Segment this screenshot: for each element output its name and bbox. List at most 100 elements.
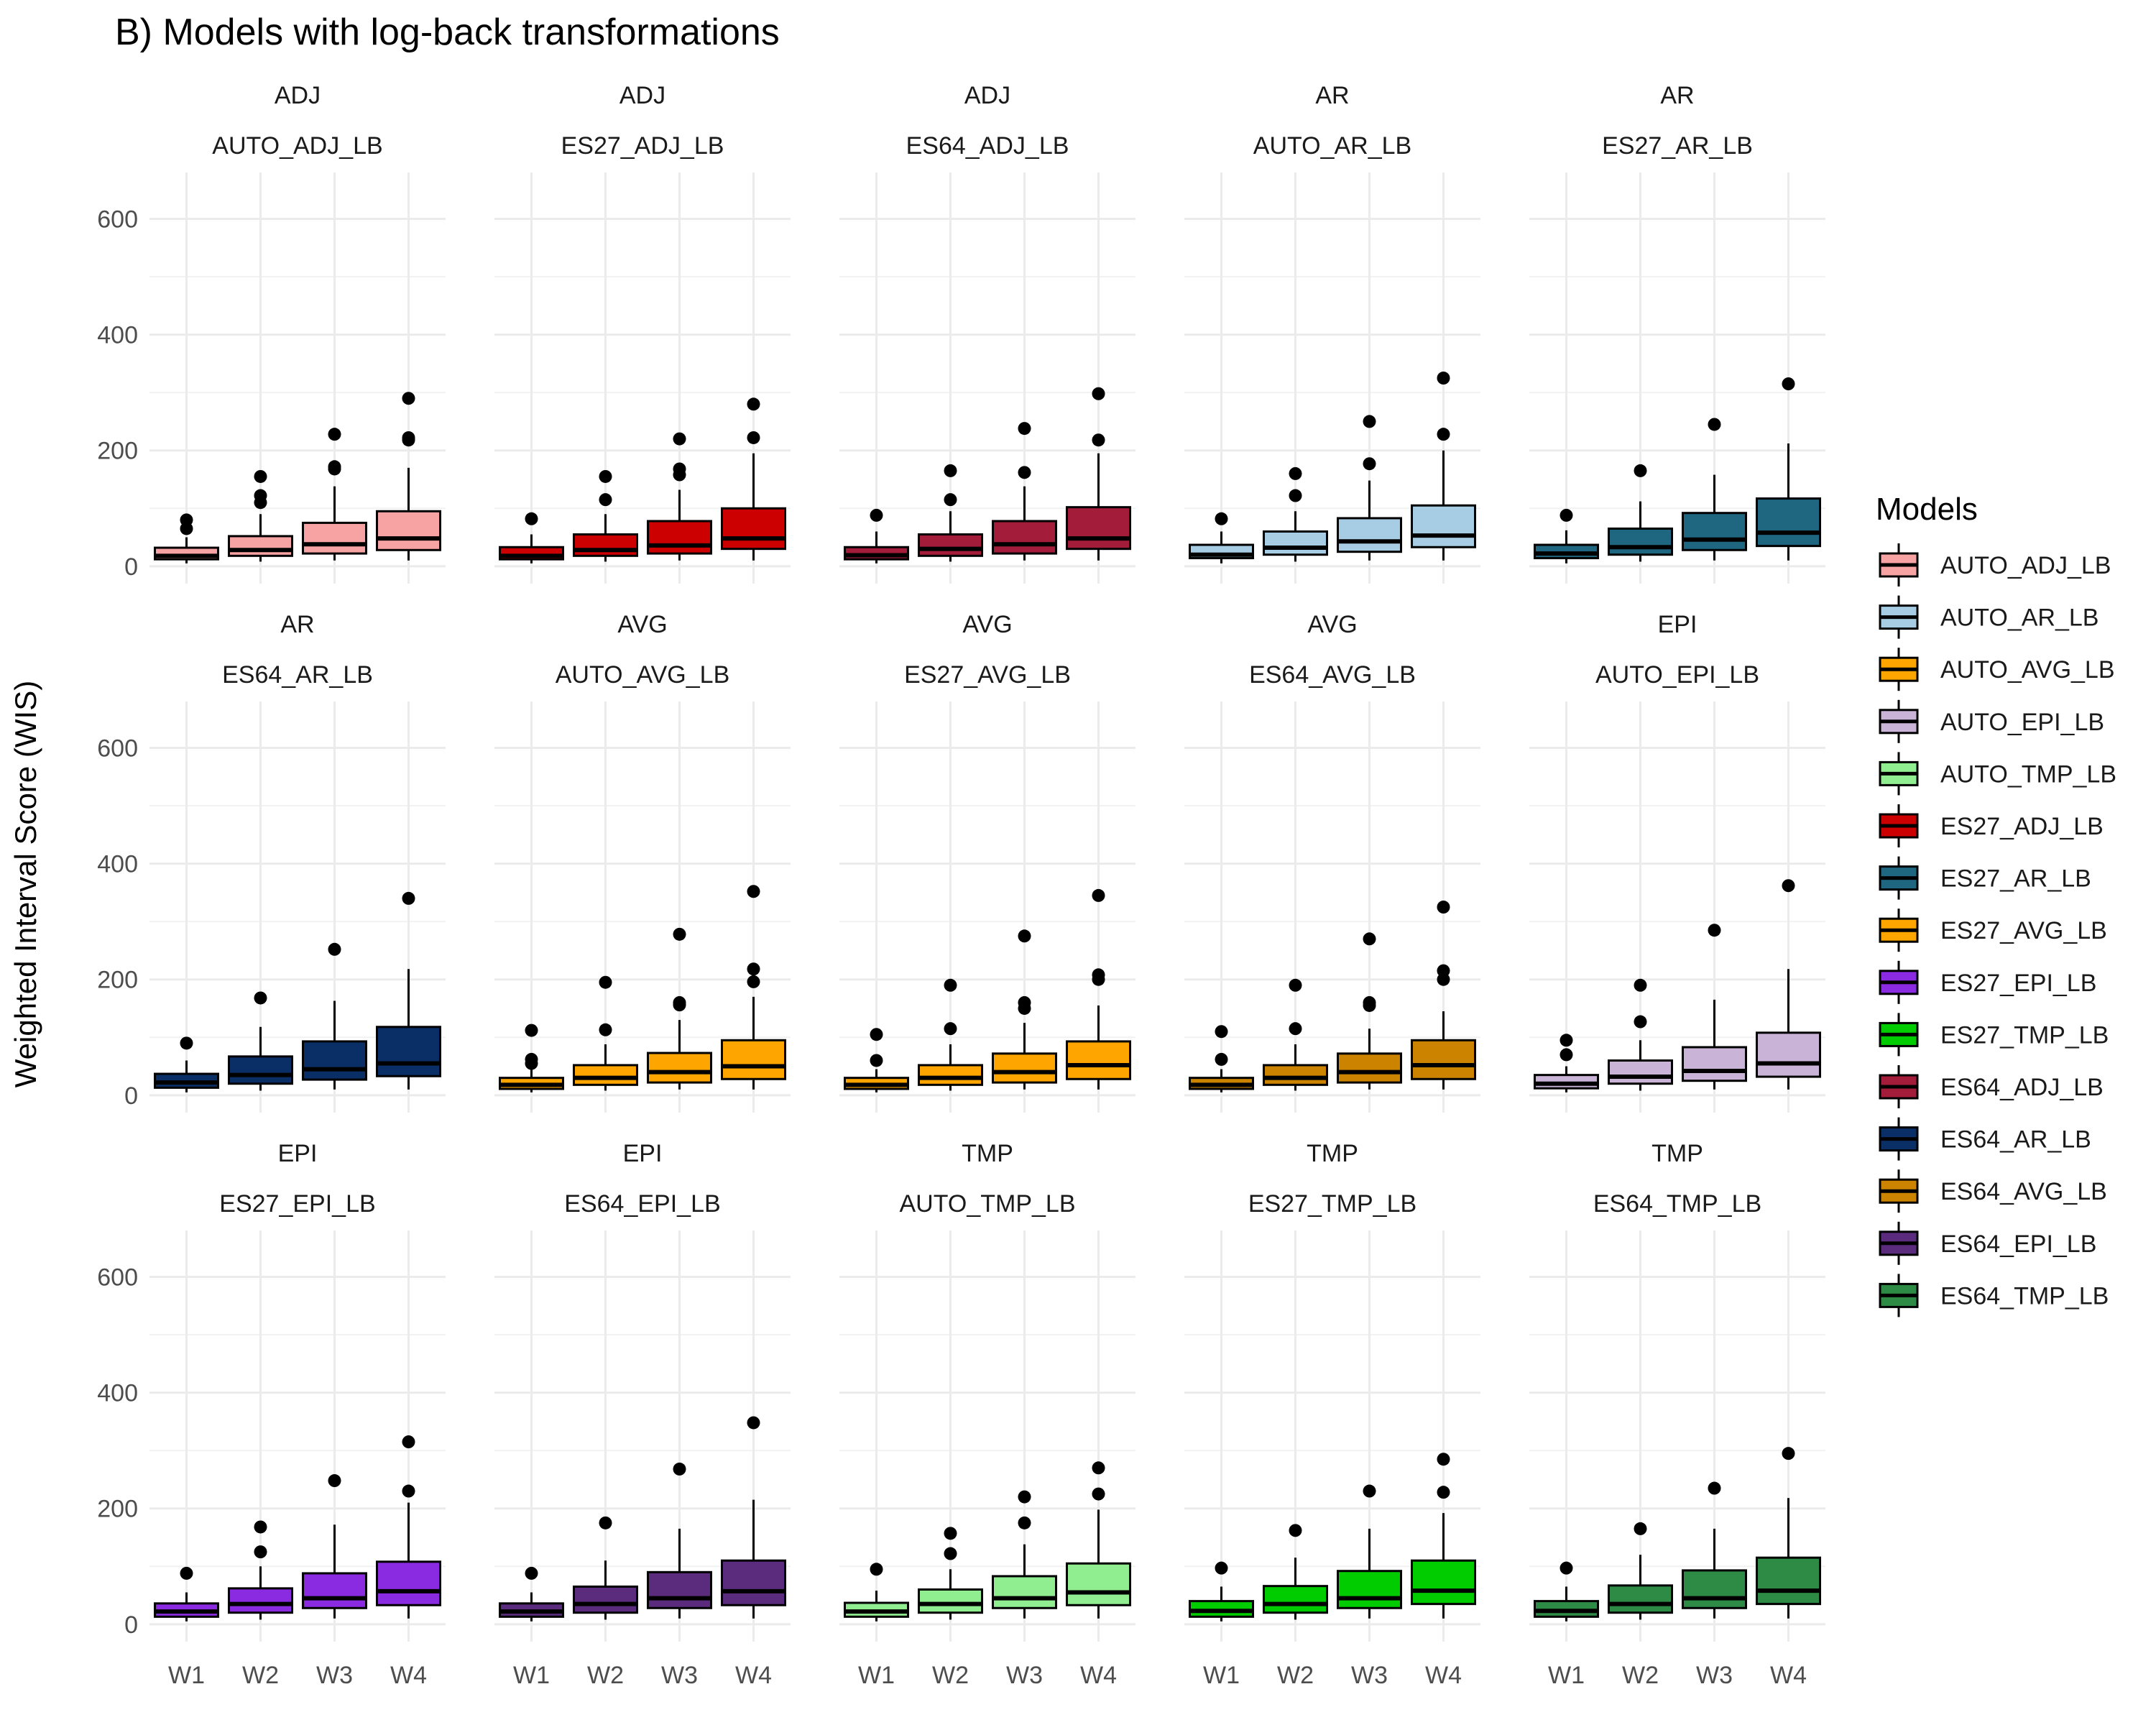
legend-item: ES27_AVG_LB [1879, 908, 2107, 952]
legend-item-label: AUTO_TMP_LB [1940, 760, 2116, 788]
outlier-point [599, 975, 612, 989]
strip-group-label: AVG [962, 611, 1012, 638]
strip-group-label: ADJ [964, 82, 1010, 109]
strip-model-label: ES27_AR_LB [1602, 132, 1753, 160]
outlier-point [180, 1036, 193, 1050]
legend-item-label: ES64_TMP_LB [1940, 1282, 2109, 1310]
outlier-point [1782, 377, 1795, 391]
facet-panel: TMP ES64_TMP_LB W1 W2 W3 W4 [1529, 1140, 1825, 1689]
strip-group-label: ADJ [619, 82, 665, 109]
outlier-point [525, 512, 538, 525]
box-iqr [1337, 1570, 1402, 1609]
strip-group-label: TMP [1307, 1140, 1358, 1167]
legend-item-label: ES64_ADJ_LB [1940, 1074, 2104, 1101]
x-tick-label: W4 [735, 1662, 772, 1689]
outlier-point [1289, 489, 1302, 502]
outlier-point [180, 522, 193, 535]
legend-item: AUTO_TMP_LB [1879, 752, 2116, 796]
box-iqr [302, 1572, 367, 1609]
box-iqr [1411, 1039, 1476, 1080]
box-iqr [1756, 497, 1821, 548]
outlier-point [1560, 1048, 1573, 1062]
y-tick-label: 200 [97, 1496, 138, 1523]
chart-title: B) Models with log-back transformations [115, 12, 780, 53]
outlier-point [673, 432, 686, 446]
outlier-point [254, 1545, 267, 1559]
y-tick-label: 600 [97, 206, 138, 233]
outlier-point [673, 927, 686, 941]
y-tick-label: 400 [97, 851, 138, 878]
legend-item: ES27_TMP_LB [1879, 1013, 2109, 1057]
legend-item-label: ES27_AR_LB [1940, 865, 2091, 893]
outlier-point [1018, 466, 1031, 479]
strip-group-label: AVG [1307, 611, 1357, 638]
legend-item: AUTO_ADJ_LB [1879, 543, 2111, 586]
strip-group-label: EPI [623, 1140, 663, 1167]
outlier-point [747, 885, 760, 898]
strip-model-label: ES64_AR_LB [222, 661, 373, 689]
x-tick-label: W2 [587, 1662, 624, 1689]
legend-item: ES27_ADJ_LB [1879, 804, 2104, 847]
outlier-point [1437, 1486, 1450, 1499]
outlier-point [402, 1435, 415, 1449]
legend-item: AUTO_EPI_LB [1879, 699, 2104, 743]
outlier-point [1289, 1022, 1302, 1036]
strip-group-label: TMP [1651, 1140, 1703, 1167]
legend-item-label: AUTO_AVG_LB [1940, 656, 2115, 684]
x-tick-label: W1 [513, 1662, 550, 1689]
x-tick-label: W4 [1770, 1662, 1807, 1689]
facet-panel: AR AUTO_AR_LB [1184, 82, 1480, 584]
box-iqr [647, 520, 712, 555]
outlier-point [402, 1484, 415, 1498]
x-tick-label: W4 [1425, 1662, 1462, 1689]
box-iqr [228, 1055, 293, 1085]
outlier-point [1363, 415, 1376, 428]
x-tick-label: W3 [661, 1662, 698, 1689]
x-tick-label: W2 [242, 1662, 279, 1689]
facet-panel: EPI AUTO_EPI_LB [1529, 611, 1825, 1113]
strip-group-label: ADJ [275, 82, 321, 109]
x-tick-label: W1 [1548, 1662, 1585, 1689]
facet-panel: EPI ES64_EPI_LB W1 W2 W3 W4 [494, 1140, 791, 1689]
outlier-point [402, 891, 415, 905]
outlier-point [1092, 1487, 1105, 1501]
box-iqr [1608, 1059, 1673, 1085]
box-iqr [721, 507, 786, 551]
strip-model-label: AUTO_ADJ_LB [212, 132, 382, 160]
legend-item-label: AUTO_AR_LB [1940, 604, 2099, 632]
box-iqr [1411, 1559, 1476, 1606]
outlier-point [402, 433, 415, 447]
outlier-point [599, 493, 612, 507]
outlier-point [402, 392, 415, 405]
box-iqr [721, 1559, 786, 1606]
x-tick-label: W3 [1696, 1662, 1733, 1689]
outlier-point [254, 496, 267, 510]
box-iqr [647, 1570, 712, 1609]
y-tick-label: 0 [124, 1611, 138, 1639]
outlier-point [1289, 1524, 1302, 1537]
box-iqr [992, 520, 1057, 555]
legend-item: ES27_AR_LB [1879, 856, 2091, 900]
y-tick-label: 200 [97, 967, 138, 994]
outlier-point [1708, 924, 1721, 937]
outlier-point [1634, 1522, 1647, 1535]
outlier-point [254, 1520, 267, 1534]
outlier-point [599, 1516, 612, 1530]
outlier-point [747, 397, 760, 411]
facet-panel: AVG ES27_AVG_LB [839, 611, 1135, 1113]
strip-model-label: AUTO_AVG_LB [556, 661, 730, 689]
outlier-point [870, 1563, 883, 1576]
strip-model-label: ES27_AVG_LB [904, 661, 1071, 689]
y-axis-label: Weighted Interval Score (WIS) [9, 681, 42, 1087]
outlier-point [328, 428, 341, 441]
legend-item: AUTO_AR_LB [1879, 595, 2099, 639]
outlier-point [1215, 1561, 1228, 1575]
y-tick-label: 200 [97, 438, 138, 465]
outlier-point [1560, 1034, 1573, 1047]
outlier-point [599, 469, 612, 483]
outlier-point [1782, 1447, 1795, 1460]
box-iqr [1263, 1064, 1328, 1086]
box-iqr [1608, 1584, 1673, 1614]
strip-group-label: AR [1660, 82, 1694, 109]
box-iqr [1756, 1031, 1821, 1078]
